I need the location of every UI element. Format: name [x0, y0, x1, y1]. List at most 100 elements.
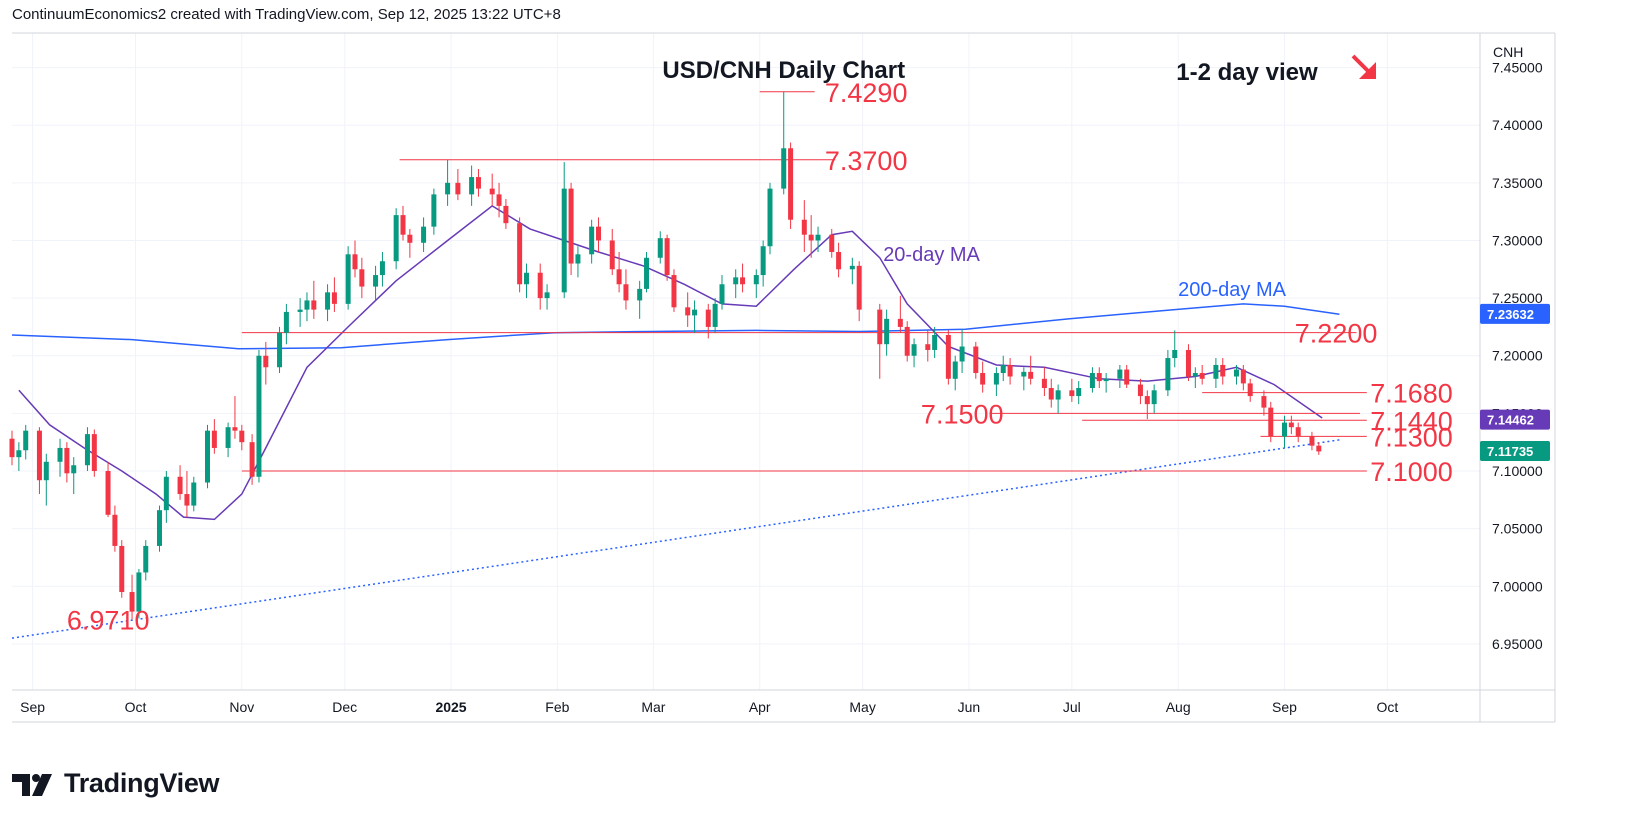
candle: [1000, 355, 1006, 382]
tradingview-logo[interactable]: TradingView: [12, 768, 220, 799]
trendline: [11, 439, 1340, 639]
candle-body: [191, 482, 197, 506]
candle: [637, 280, 643, 319]
candle-body: [156, 510, 162, 546]
candle: [211, 419, 217, 454]
candle-body: [537, 272, 543, 299]
candle: [184, 471, 190, 518]
candle-body: [692, 309, 698, 316]
x-tick-label: Sep: [20, 699, 45, 715]
level-label: 7.1500: [921, 399, 1004, 429]
candle: [1172, 330, 1178, 368]
candle: [191, 476, 197, 512]
candle: [897, 295, 903, 333]
candle-body: [959, 346, 965, 362]
candle-body: [239, 430, 245, 443]
candle-body: [1096, 373, 1102, 382]
candle: [1124, 364, 1130, 389]
candle: [1247, 378, 1253, 402]
candle-body: [184, 494, 190, 506]
candle: [1096, 367, 1102, 389]
x-tick-label: 2025: [435, 699, 466, 715]
candle-body: [431, 194, 437, 227]
candle-body: [904, 326, 910, 356]
candle: [1151, 384, 1157, 414]
candle-body: [277, 332, 283, 368]
candle-body: [719, 284, 725, 304]
candle: [664, 234, 670, 281]
candle-body: [589, 226, 595, 255]
candle: [119, 540, 125, 598]
candle-body: [945, 334, 951, 379]
candle-body: [1007, 364, 1013, 377]
candle: [1281, 415, 1287, 448]
candle: [16, 442, 22, 471]
candle-body: [1048, 388, 1054, 400]
candle: [877, 303, 883, 379]
y-tick-label: 7.10000: [1492, 463, 1543, 479]
candle-body: [568, 188, 574, 264]
candle: [297, 298, 303, 327]
candle-body: [849, 265, 855, 270]
ma-200-path: [11, 303, 1340, 350]
candle: [616, 252, 622, 293]
candle: [925, 330, 931, 362]
candle-body: [1281, 422, 1287, 437]
candle: [808, 215, 814, 258]
candle: [1220, 358, 1226, 385]
x-tick-label: Mar: [641, 699, 665, 715]
candle: [1144, 390, 1150, 420]
candle: [815, 226, 821, 252]
level-label: 7.1000: [1370, 457, 1453, 487]
grid: [12, 33, 1480, 690]
candle-body: [836, 252, 842, 270]
candle: [304, 292, 310, 322]
candle: [503, 198, 509, 229]
candle-body: [561, 188, 567, 293]
candle-body: [163, 476, 169, 511]
candle-body: [211, 430, 217, 448]
candle: [163, 471, 169, 523]
candle: [400, 205, 406, 241]
candle-body: [496, 194, 502, 206]
candle-body: [393, 215, 399, 262]
x-tick-label: Oct: [125, 699, 147, 715]
candle-body: [91, 434, 97, 471]
candle-body: [1309, 436, 1315, 446]
candle: [43, 453, 49, 506]
candle-body: [1137, 384, 1143, 397]
candle-body: [705, 309, 711, 327]
candle: [973, 341, 979, 379]
candle-body: [129, 592, 135, 612]
chart-title: USD/CNH Daily Chart: [662, 57, 905, 84]
y-tick-label: 7.35000: [1492, 175, 1543, 191]
candle: [692, 300, 698, 333]
candle: [311, 280, 317, 319]
candle: [1165, 349, 1171, 397]
candle-body: [119, 545, 125, 593]
candle: [767, 182, 773, 255]
tradingview-logo-icon: [12, 773, 52, 796]
x-tick-label: Sep: [1272, 699, 1297, 715]
annotations: 7.4290 7.3700 7.2200 7.1680 7.1500 7.14407.13…: [67, 54, 1453, 636]
y-tick-label: 6.95000: [1492, 636, 1543, 652]
candle-body: [143, 545, 149, 573]
candle: [1288, 415, 1294, 435]
candle: [753, 269, 759, 299]
candle-body: [225, 427, 231, 448]
candle: [1185, 344, 1191, 382]
candle: [1055, 384, 1061, 414]
y-tick-label: 7.25000: [1492, 290, 1543, 306]
y-tick-label: 7.00000: [1492, 578, 1543, 594]
price-badge-label: 7.23632: [1487, 307, 1534, 322]
candle: [1103, 373, 1109, 393]
candle-body: [637, 288, 643, 301]
candle: [705, 303, 711, 339]
candle: [623, 269, 629, 310]
candle-body: [1220, 364, 1226, 377]
candle: [9, 430, 15, 466]
candle: [205, 424, 211, 489]
candle: [277, 326, 283, 374]
x-tick-label: Feb: [545, 699, 569, 715]
